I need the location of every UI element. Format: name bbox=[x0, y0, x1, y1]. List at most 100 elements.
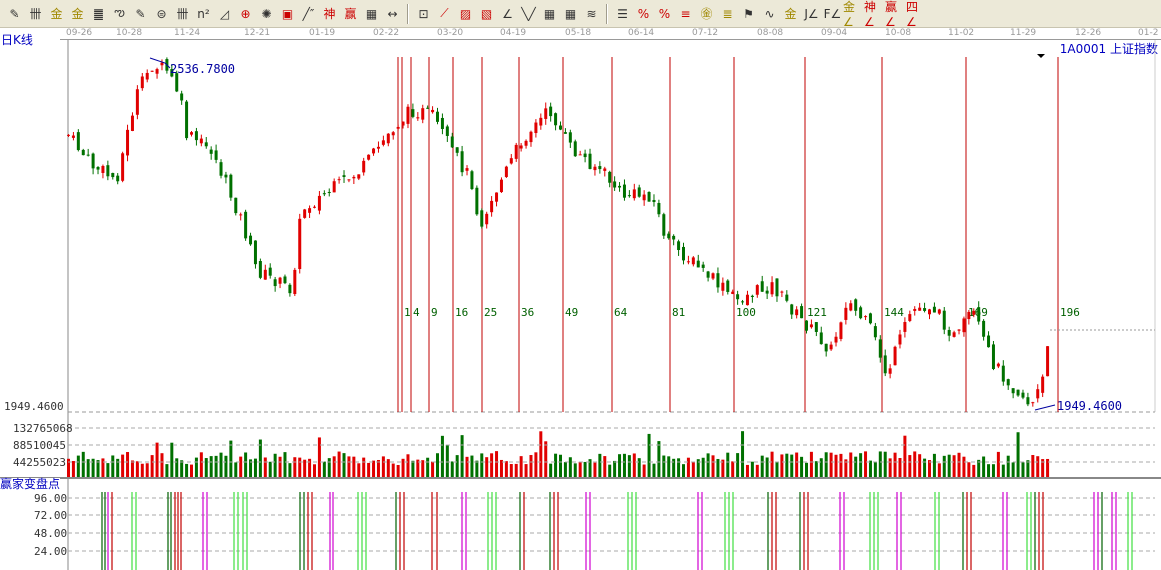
four-angle-icon[interactable]: 四∠ bbox=[906, 0, 919, 29]
volume-bar bbox=[750, 461, 754, 477]
f-grid-icon[interactable]: ䷀ bbox=[93, 6, 104, 21]
volume-bar bbox=[445, 444, 449, 477]
candle-body bbox=[155, 69, 159, 74]
j-angle-icon[interactable]: J∠ bbox=[804, 6, 819, 21]
angle-icon[interactable]: ∠ bbox=[502, 6, 513, 21]
triangle-icon[interactable]: ◿ bbox=[219, 6, 230, 21]
volume-bar bbox=[819, 458, 823, 477]
date-tick: 01-2 bbox=[1138, 28, 1159, 38]
candle-pen-icon[interactable]: ⚑ bbox=[743, 6, 754, 21]
calendar-grid-icon[interactable]: ▦ bbox=[365, 6, 378, 21]
ying-angle-icon[interactable]: 赢∠ bbox=[885, 0, 898, 29]
price-axis-low: 1949.4600 bbox=[4, 400, 64, 413]
volume-bar bbox=[583, 461, 587, 477]
fan-icon[interactable]: ⟋ bbox=[440, 6, 449, 20]
wave-icon[interactable]: ∿ bbox=[764, 6, 775, 21]
volume-bar bbox=[436, 453, 439, 477]
box-fan-icon[interactable]: ▨ bbox=[459, 6, 472, 21]
candle-body bbox=[657, 202, 661, 215]
box-icon[interactable]: ⊡ bbox=[418, 6, 429, 21]
fib-label: 196 bbox=[1060, 306, 1080, 319]
square-fan-icon[interactable]: ▧ bbox=[480, 6, 493, 21]
date-tick: 12-26 bbox=[1075, 28, 1102, 38]
percent-box-icon[interactable]: % bbox=[637, 6, 650, 21]
shen-icon[interactable]: 神 bbox=[323, 7, 336, 21]
gold-box-icon[interactable]: 金 bbox=[784, 7, 797, 21]
date-tick: 09-04 bbox=[821, 28, 848, 38]
n2-grid-icon[interactable]: n² bbox=[197, 6, 210, 21]
gold-lines-icon[interactable]: ≣ bbox=[722, 6, 733, 21]
candle-body bbox=[618, 185, 622, 188]
volume-bar bbox=[726, 452, 730, 477]
percent-icon[interactable]: % bbox=[658, 6, 671, 21]
line-mark-icon[interactable]: ╱″ bbox=[302, 6, 315, 21]
volume-bar bbox=[888, 458, 892, 477]
volume-bar bbox=[209, 456, 213, 477]
indicator-title[interactable]: 赢家变盘点 bbox=[0, 477, 61, 491]
circle-grid-icon[interactable]: ⊜ bbox=[156, 6, 167, 21]
volume-bar bbox=[524, 464, 528, 477]
grid2-icon[interactable]: 卌 bbox=[176, 7, 189, 21]
volume-bar bbox=[362, 457, 366, 477]
candle-body bbox=[883, 355, 887, 374]
volume-bar bbox=[1001, 464, 1005, 477]
candle-body bbox=[598, 166, 602, 170]
square-target-icon[interactable]: ▣ bbox=[281, 6, 294, 21]
target-icon[interactable]: ⊕ bbox=[240, 6, 251, 21]
pen-icon[interactable]: ✎ bbox=[9, 6, 20, 21]
volume-bar bbox=[667, 456, 671, 477]
compass-icon[interactable]: ✺ bbox=[261, 6, 272, 21]
candle-body bbox=[819, 332, 823, 345]
candle-body bbox=[347, 179, 351, 181]
grid4-icon[interactable]: ▦ bbox=[564, 6, 577, 21]
candle-body bbox=[96, 167, 100, 170]
candle-body bbox=[947, 330, 951, 336]
shen-angle-icon[interactable]: 神∠ bbox=[864, 0, 877, 29]
volume-bar bbox=[440, 435, 444, 477]
volume-bar bbox=[470, 455, 474, 477]
gold-1-icon[interactable]: 金 bbox=[50, 7, 63, 21]
candle-body bbox=[908, 314, 912, 321]
gold-coin-icon[interactable]: ㊎ bbox=[700, 7, 713, 21]
volume-bar bbox=[859, 453, 863, 477]
fib-label: 36 bbox=[521, 306, 534, 319]
candle-body bbox=[170, 69, 174, 77]
candle-body bbox=[573, 141, 577, 157]
f-angle-icon[interactable]: F∠ bbox=[823, 6, 842, 21]
volume-bar bbox=[514, 463, 518, 477]
candle-body bbox=[204, 142, 208, 147]
parallel-icon[interactable]: ≋ bbox=[586, 6, 597, 21]
gold-angle-icon[interactable]: 金∠ bbox=[843, 0, 856, 29]
list-icon[interactable]: ☰ bbox=[617, 6, 628, 21]
spiral-icon[interactable]: ఌ bbox=[114, 5, 125, 19]
range-icon[interactable]: ↔ bbox=[387, 6, 398, 21]
grid3-icon[interactable]: ▦ bbox=[543, 6, 556, 21]
gold-2-icon[interactable]: 金 bbox=[71, 7, 84, 21]
candle-body bbox=[539, 117, 543, 126]
pen-ruler-icon[interactable]: ✎ bbox=[135, 6, 146, 21]
volume-bar bbox=[135, 461, 139, 477]
volume-bar bbox=[268, 461, 272, 477]
candle-body bbox=[873, 326, 877, 338]
volume-bar bbox=[903, 435, 907, 477]
stock-label[interactable]: 1A0001 上证指数 bbox=[1059, 42, 1158, 56]
volume-bar bbox=[1031, 455, 1035, 477]
volume-bar bbox=[495, 451, 499, 477]
volume-bar bbox=[829, 452, 833, 477]
volume-bar bbox=[194, 457, 198, 477]
volume-bar bbox=[509, 464, 513, 477]
fib-label: 64 bbox=[614, 306, 628, 319]
candle-body bbox=[868, 313, 872, 324]
fib-label: 4 bbox=[413, 306, 420, 319]
candle-body bbox=[672, 235, 676, 240]
grid-icon[interactable]: 卌 bbox=[29, 7, 42, 21]
candle-body bbox=[667, 233, 671, 239]
candle-body bbox=[731, 291, 735, 294]
volume-bar bbox=[1036, 456, 1040, 477]
volume-bar bbox=[367, 462, 371, 477]
percent-lines-icon[interactable]: ≡ bbox=[680, 6, 691, 21]
volume-bar bbox=[490, 453, 494, 477]
v-icon[interactable]: ╲╱ bbox=[521, 6, 536, 21]
ying-icon[interactable]: 赢 bbox=[344, 7, 357, 21]
